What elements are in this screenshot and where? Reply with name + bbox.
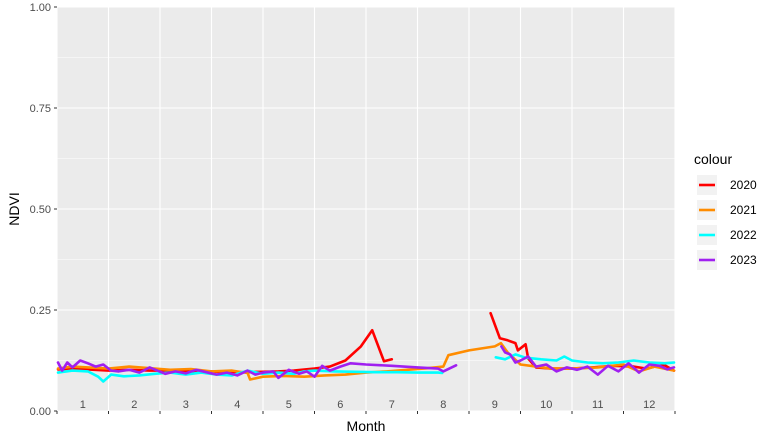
month-label: 8 xyxy=(440,399,446,411)
month-label: 7 xyxy=(389,399,395,411)
axes: 0.00 0.25 0.50 0.75 1.00 xyxy=(30,2,676,418)
series-line-2023 xyxy=(56,359,458,380)
month-label: 3 xyxy=(183,399,189,411)
y-tick-label: 0.25 xyxy=(30,305,51,317)
legend-label-2021: 2021 xyxy=(730,203,757,217)
series-line-2023 xyxy=(500,345,676,376)
y-tick-label: 1.00 xyxy=(30,2,51,14)
legend-label-2023: 2023 xyxy=(730,253,757,267)
series-line-2022 xyxy=(56,369,444,383)
month-label: 11 xyxy=(592,399,603,411)
month-label: 1 xyxy=(80,399,86,411)
series-line-2022 xyxy=(494,353,676,365)
y-tick-label: 0.50 xyxy=(30,204,51,216)
y-tick-label: 0.00 xyxy=(30,406,51,418)
month-label: 6 xyxy=(337,399,343,411)
y-axis-title: NDVI xyxy=(6,192,22,225)
month-labels: 1 2 3 4 5 6 7 8 9 10 11 12 xyxy=(80,399,656,411)
y-tick-label: 0.75 xyxy=(30,103,51,115)
legend-title: colour xyxy=(694,151,732,167)
month-label: 4 xyxy=(234,399,240,411)
month-label: 5 xyxy=(286,399,292,411)
month-label: 12 xyxy=(643,399,655,411)
legend: colour 2020 2021 2022 2023 xyxy=(694,151,757,270)
month-label: 9 xyxy=(492,399,498,411)
legend-label-2022: 2022 xyxy=(730,228,757,242)
data-lines xyxy=(56,311,676,383)
month-label: 10 xyxy=(540,399,552,411)
month-label: 2 xyxy=(131,399,137,411)
x-axis-title: Month xyxy=(347,418,386,434)
legend-label-2020: 2020 xyxy=(730,178,757,192)
